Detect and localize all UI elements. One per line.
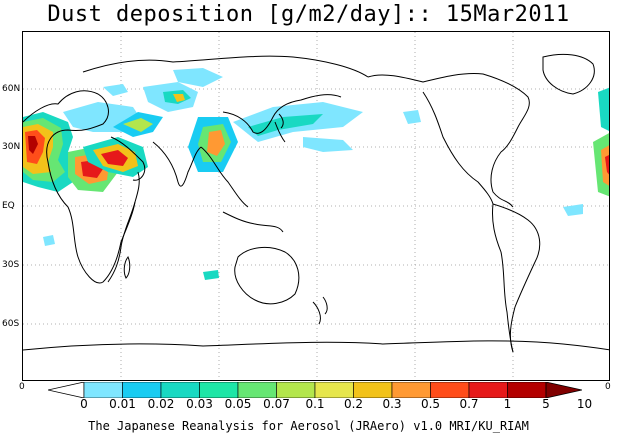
dust-plumes [23, 68, 609, 280]
colorbar-svg [47, 381, 583, 399]
colorbar-arrow-high [545, 381, 583, 399]
colorbar [47, 381, 583, 399]
colorbar-tick-label: 0.01 [109, 397, 136, 411]
colorbar-segment [391, 381, 431, 399]
lat-label-60n: 60N [2, 84, 21, 94]
colorbar-segment [276, 381, 316, 399]
colorbar-tick-label: 0.3 [382, 397, 402, 411]
axis-right-zero: 0 [605, 382, 611, 392]
world-map [23, 32, 609, 380]
map-area [22, 31, 610, 381]
colorbar-segment [468, 381, 508, 399]
colorbar-segment [430, 381, 470, 399]
colorbar-segment [199, 381, 239, 399]
axis-left-zero: 0 [19, 382, 25, 392]
colorbar-arrow-low [47, 381, 85, 399]
colorbar-labels: 0 0.01 0.02 0.03 0.05 0.07 0.1 0.2 0.3 0.5 0.7 1 5 10 [0, 397, 617, 413]
colorbar-segment [353, 381, 393, 399]
colorbar-tick-label: 1 [503, 397, 512, 411]
colorbar-tick-label: 0.2 [343, 397, 364, 411]
colorbar-segment [160, 381, 200, 399]
colorbar-segment [83, 381, 123, 399]
map-title: Dust deposition [g/m2/day]:: 15Mar2011 [47, 2, 570, 27]
colorbar-segment [507, 381, 547, 399]
colorbar-tick-label: 5 [542, 397, 550, 411]
colorbar-tick-label: 0.05 [224, 397, 252, 411]
lat-label-eq: EQ [2, 201, 15, 211]
colorbar-tick-label: 0.7 [459, 397, 479, 411]
colorbar-segment [314, 381, 354, 399]
colorbar-tick-label: 0.03 [186, 397, 213, 411]
colorbar-tick-label: 0.02 [147, 397, 175, 411]
colorbar-segment [237, 381, 277, 399]
lat-label-60s: 60S [2, 319, 20, 329]
colorbar-tick-label: 0.07 [263, 397, 290, 411]
graticule [23, 32, 609, 380]
colorbar-tick-label: 0.1 [305, 397, 325, 411]
footer-credit: The Japanese Reanalysis for Aerosol (JRA… [88, 419, 529, 433]
lat-label-30s: 30S [2, 260, 20, 270]
colorbar-tick-label: 0.5 [420, 397, 441, 411]
colorbar-segment [122, 381, 162, 399]
lat-label-30n: 30N [2, 142, 21, 152]
colorbar-tick-label: 0 [80, 397, 88, 411]
colorbar-tick-label: 10 [576, 397, 593, 411]
coastlines [23, 53, 609, 353]
